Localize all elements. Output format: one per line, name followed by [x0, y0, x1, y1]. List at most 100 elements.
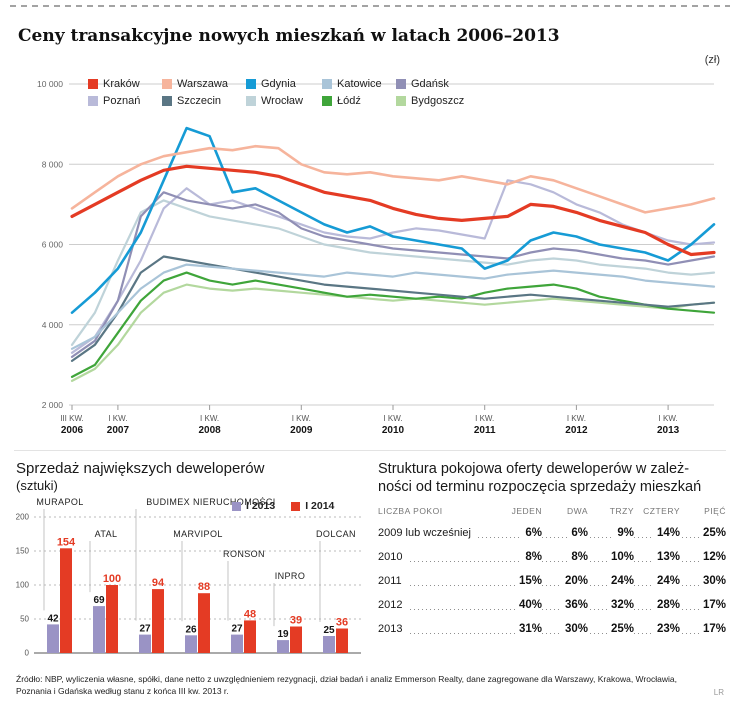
- bar-2014-MARVIPOL: [198, 593, 210, 653]
- table-value-cell: 32%: [588, 598, 634, 612]
- line-chart-legend: Kraków Warszawa Gdynia Katowice Gdańsk Poznań…: [88, 78, 464, 107]
- table-value-cell: 8%: [496, 550, 542, 564]
- table-value: 40%: [514, 599, 542, 612]
- legend-swatch: [88, 96, 98, 106]
- bar-y-tick-label: 0: [25, 649, 30, 658]
- table-value: 31%: [514, 623, 542, 636]
- table-row-label: 2011: [378, 575, 407, 588]
- table-value: 13%: [652, 551, 680, 564]
- table-row: 2011 15% 20% 24% 24% 30%: [378, 574, 726, 589]
- table-value-cell: 28%: [634, 598, 680, 612]
- x-axis-quarter-label: I KW.: [200, 414, 219, 423]
- legend-swatch: [322, 79, 332, 89]
- top-dashed-border: [10, 5, 730, 7]
- bar-y-tick-label: 100: [16, 581, 30, 590]
- bar-2014-RONSON: [244, 620, 256, 653]
- series-line-Łódź: [70, 271, 716, 378]
- y-axis-tick-label: 10 000: [37, 79, 63, 89]
- table-row-label: 2009 lub wcześniej: [378, 527, 476, 540]
- table-column-header: TRZY: [609, 506, 634, 517]
- series-line-Gdańsk: [70, 191, 716, 358]
- table-row-label: 2013: [378, 623, 408, 636]
- legend-swatch: [322, 96, 332, 106]
- y-axis-tick-label: 8 000: [42, 159, 64, 169]
- price-line-chart: 2 000 4 000 6 000 8 000 10 000 III KW. 2006 I K…: [14, 70, 726, 438]
- bar-value-2014: 36: [336, 617, 348, 629]
- table-value-cell: 23%: [634, 622, 680, 636]
- table-row-label: 2010: [378, 551, 408, 564]
- bar-category-label: BUDIMEX NIERUCHOMOŚCI: [146, 497, 275, 507]
- table-value: 24%: [606, 575, 634, 588]
- bar-2014-DOLCAN: [336, 628, 348, 653]
- x-axis-year-label: 2010: [382, 425, 405, 436]
- bar-value-2013: 69: [93, 595, 105, 606]
- table-row-label: 2012: [378, 599, 408, 612]
- table-value: 14%: [652, 527, 680, 540]
- legend-item-Łódź: Łódź: [322, 95, 396, 107]
- legend-label: Wrocław: [261, 95, 303, 107]
- table-value: 17%: [698, 623, 726, 636]
- bar-value-2013: 25: [323, 625, 335, 636]
- bar-value-2013: 42: [47, 613, 59, 624]
- table-column-header: DWA: [566, 506, 588, 517]
- legend-label: Gdynia: [261, 78, 296, 90]
- room-structure-table: LICZBA POKOI JEDEN DWA TRZY CZTERY PIĘĆ 2009 l…: [378, 506, 726, 637]
- bar-2013-INPRO: [277, 640, 289, 653]
- series-line-Warszawa: [70, 144, 716, 214]
- x-axis-quarter-label: I KW.: [659, 414, 678, 423]
- table-value: 12%: [698, 551, 726, 564]
- series-line-Gdynia: [70, 126, 716, 314]
- bar-chart-title: Sprzedaż największych deweloperów: [16, 460, 265, 477]
- table-value: 9%: [613, 527, 634, 540]
- source-note: Źródło: NBP, wyliczenia własne, spółki, …: [16, 674, 677, 696]
- bar-2014-BUDIMEX NIERUCHOMOŚCI: [152, 589, 164, 653]
- bar-2013-MARVIPOL: [185, 635, 197, 653]
- legend-swatch: [396, 96, 406, 106]
- bar-value-2013: 27: [139, 624, 151, 635]
- table-value: 17%: [698, 599, 726, 612]
- table-row-label-cell: 2012: [378, 598, 496, 612]
- table-value: 10%: [606, 551, 634, 564]
- bar-2014-ATAL: [106, 585, 118, 653]
- bar-legend-swatch: [232, 501, 241, 511]
- developers-sales-section: Sprzedaż największych deweloperów (sztuk…: [16, 460, 364, 663]
- y-axis-tick-label: 2 000: [42, 400, 64, 410]
- x-axis-quarter-label: I KW.: [475, 414, 494, 423]
- x-axis-year-label: 2008: [198, 425, 221, 436]
- table-value-cell: 30%: [542, 622, 588, 636]
- bar-value-2013: 19: [277, 629, 289, 640]
- bar-y-tick-label: 50: [20, 615, 29, 624]
- table-value-cell: 31%: [496, 622, 542, 636]
- bar-category-label: DOLCAN: [316, 529, 356, 539]
- bar-legend-item: I 2014: [291, 500, 334, 512]
- legend-item-Katowice: Katowice: [322, 78, 396, 90]
- table-value: 23%: [652, 623, 680, 636]
- table-value-cell: 13%: [634, 550, 680, 564]
- table-row-label-cell: 2010: [378, 550, 496, 564]
- table-value-cell: 20%: [542, 574, 588, 588]
- page-title: Ceny transakcyjne nowych mieszkań w lata…: [18, 26, 560, 46]
- bar-2014-MURAPOL: [60, 548, 72, 653]
- table-value-cell: 6%: [496, 526, 542, 540]
- table-value-cell: 9%: [588, 526, 634, 540]
- legend-item-Gdańsk: Gdańsk: [396, 78, 464, 90]
- x-axis-year-label: 2007: [107, 425, 130, 436]
- table-value: 25%: [606, 623, 634, 636]
- bar-legend-label: I 2014: [305, 500, 335, 512]
- legend-item-Kraków: Kraków: [88, 78, 162, 90]
- legend-swatch: [246, 96, 256, 106]
- legend-item-Poznań: Poznań: [88, 95, 162, 107]
- table-value-cell: 30%: [680, 574, 726, 588]
- table-value: 25%: [698, 527, 726, 540]
- legend-label: Bydgoszcz: [411, 95, 465, 107]
- table-value: 28%: [652, 599, 680, 612]
- table-value-cell: 36%: [542, 598, 588, 612]
- table-value-cell: 40%: [496, 598, 542, 612]
- series-line-Poznań: [70, 179, 716, 354]
- legend-swatch: [396, 79, 406, 89]
- bar-category-label: RONSON: [223, 549, 265, 559]
- bar-category-label: MARVIPOL: [173, 529, 223, 539]
- bar-value-2014: 39: [290, 615, 302, 627]
- x-axis-year-label: 2009: [290, 425, 313, 436]
- bar-value-2013: 27: [231, 624, 243, 635]
